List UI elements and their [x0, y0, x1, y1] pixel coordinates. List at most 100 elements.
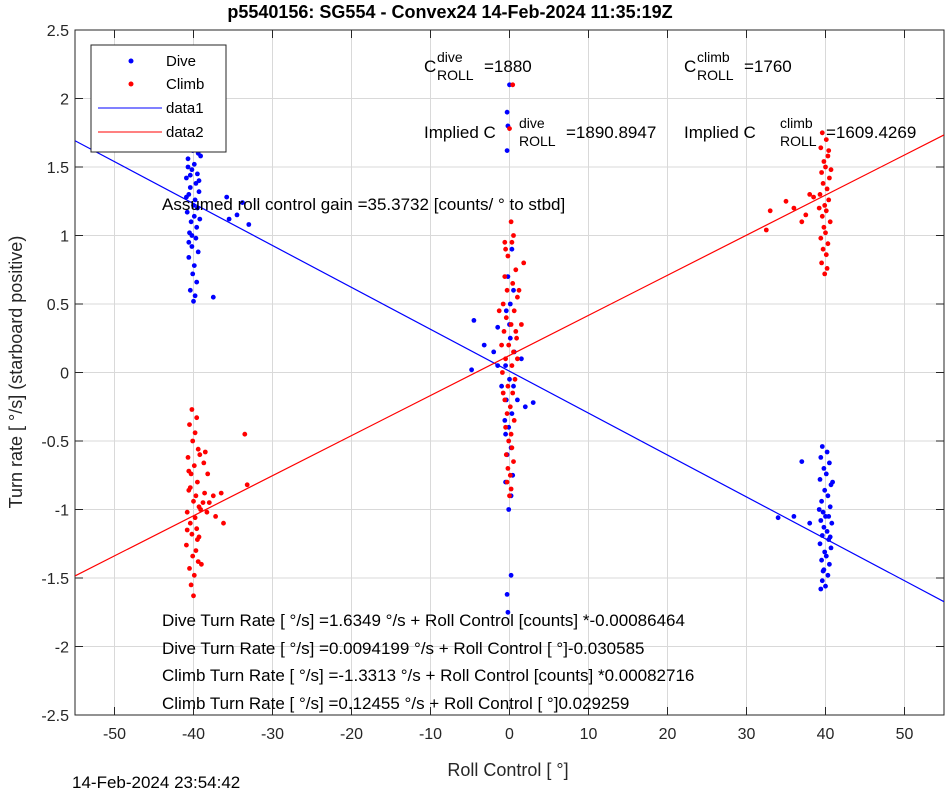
dive-point: [820, 568, 826, 574]
dive-point: [807, 520, 813, 526]
climb-point: [191, 572, 197, 578]
gain-annotation: Assumed roll control gain =35.3732 [coun…: [162, 195, 565, 214]
climb-point: [817, 192, 823, 197]
equation-line-3: Climb Turn Rate [ °/s] =-1.3313 °/s + Ro…: [162, 666, 694, 685]
climb-point: [823, 252, 829, 258]
climb-point: [824, 186, 830, 192]
dive-point: [191, 161, 197, 167]
dive-point: [196, 178, 202, 184]
svg-text:ROLL: ROLL: [697, 67, 734, 83]
y-tick-label: 2.5: [47, 23, 69, 40]
climb-point: [822, 271, 828, 277]
svg-text:ROLL: ROLL: [437, 67, 474, 83]
climb-point: [192, 430, 198, 436]
dive-point: [495, 324, 501, 330]
c-roll-dive-annotation: C dive ROLL =1880: [424, 49, 532, 83]
climb-point: [187, 520, 193, 526]
climb-point: [823, 208, 829, 214]
dive-point: [826, 514, 832, 519]
dive-point: [469, 367, 474, 373]
climb-point: [515, 294, 520, 300]
dive-point: [509, 246, 515, 252]
x-tick-label: -20: [340, 726, 363, 743]
legend-marker-climb: [128, 81, 134, 87]
svg-text:climb: climb: [697, 49, 730, 65]
svg-text:C: C: [424, 57, 436, 76]
dive-point: [820, 509, 826, 515]
y-tick-label: 1: [60, 229, 69, 246]
dive-point: [192, 293, 198, 299]
dive-point: [823, 471, 829, 477]
y-tick-label: 1.5: [47, 160, 69, 177]
dive-point: [507, 335, 513, 341]
climb-point: [184, 542, 189, 548]
dive-point: [530, 400, 536, 405]
climb-point: [500, 301, 506, 307]
dive-point: [197, 216, 203, 222]
climb-point: [506, 342, 512, 348]
dive-point: [504, 148, 510, 154]
climb-point: [511, 308, 517, 314]
climb-point: [195, 559, 201, 564]
dive-point: [195, 171, 200, 177]
dive-point: [192, 197, 198, 203]
legend-box: [90, 44, 227, 153]
climb-point: [195, 479, 200, 485]
climb-point: [502, 239, 508, 245]
dive-point: [187, 287, 193, 293]
climb-point: [210, 493, 216, 499]
dive-point: [827, 561, 832, 567]
climb-point: [201, 460, 207, 466]
dive-point: [191, 213, 197, 219]
climb-point: [791, 205, 797, 211]
dive-point: [819, 557, 824, 563]
climb-point: [505, 383, 511, 389]
chart-title: p5540156: SG554 - Convex24 14-Feb-2024 1…: [227, 2, 672, 22]
climb-point: [193, 493, 199, 499]
y-tick-label: 2: [60, 92, 69, 109]
equation-line-2: Dive Turn Rate [ °/s] =0.0094199 °/s + R…: [162, 639, 645, 658]
climb-point: [200, 500, 206, 505]
x-tick-label: -10: [419, 726, 442, 743]
dive-point: [829, 520, 835, 526]
dive-point: [799, 459, 805, 464]
dive-point: [188, 219, 194, 225]
climb-point: [503, 246, 508, 252]
climb-point: [818, 235, 824, 241]
climb-point: [819, 213, 825, 219]
dive-point: [830, 479, 835, 485]
climb-point: [811, 194, 816, 200]
climb-point: [508, 219, 514, 225]
dive-point: [504, 109, 510, 115]
climb-point: [827, 175, 832, 181]
dive-point: [822, 487, 828, 493]
climb-point: [187, 422, 192, 427]
climb-point: [510, 82, 516, 88]
climb-point: [515, 356, 520, 362]
dive-point: [507, 376, 512, 382]
dive-point: [791, 514, 797, 519]
climb-point: [823, 164, 828, 170]
climb-point: [189, 531, 195, 537]
dive-point: [827, 534, 833, 540]
svg-text:Implied C: Implied C: [684, 123, 756, 142]
dive-point: [818, 455, 824, 460]
dive-point: [824, 529, 830, 534]
dive-point: [193, 181, 199, 186]
implied-c-dive-annotation: Implied C dive ROLL =1890.8947: [424, 115, 656, 149]
climb-point: [218, 490, 224, 496]
dive-point: [522, 404, 528, 410]
climb-point: [828, 167, 834, 173]
dive-point: [508, 572, 514, 578]
climb-point: [509, 445, 515, 451]
svg-text:Implied C: Implied C: [424, 123, 496, 142]
dive-point: [819, 444, 825, 449]
dive-point: [825, 572, 831, 578]
implied-c-climb-annotation: Implied C climb ROLL =1609.4269: [684, 115, 916, 149]
climb-point: [196, 534, 202, 540]
dive-point: [184, 175, 189, 181]
dive-point: [185, 164, 191, 170]
climb-point: [507, 126, 512, 131]
climb-point: [242, 431, 248, 437]
climb-point: [799, 219, 805, 225]
